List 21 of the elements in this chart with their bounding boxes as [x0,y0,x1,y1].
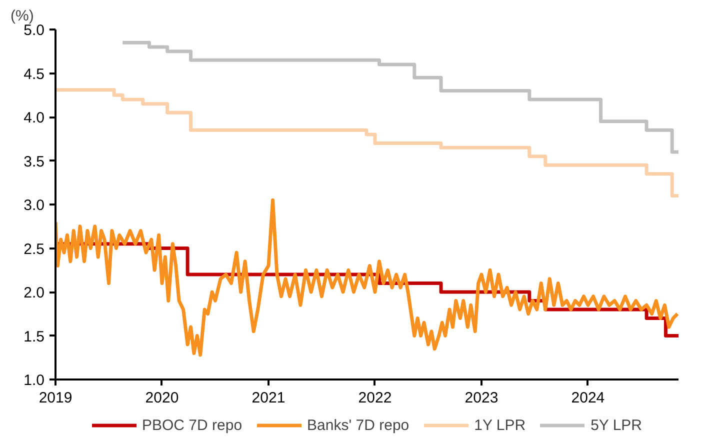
y-tick-label: 3.0 [24,197,45,214]
y-tick-label: 5.0 [24,22,45,39]
x-tick-label: 2019 [38,390,72,406]
line-series [56,198,678,357]
legend-label: 1Y LPR [474,416,526,434]
x-tick-label: 2020 [145,390,179,406]
y-tick-label: 2.5 [24,240,45,258]
y-tick-label: 4.5 [24,66,45,83]
y-tick-label: 3.5 [24,153,45,170]
legend-label: Banks' 7D repo [307,416,410,434]
x-tick-label: 2023 [464,390,498,406]
x-tick-label: 2021 [252,390,286,406]
y-tick-label: 1.0 [24,372,45,389]
y-tick-label: 2.0 [24,284,45,302]
legend-label: PBOC 7D repo [142,416,242,434]
y-axis-title: (%) [10,8,34,24]
x-tick-label: 2022 [358,390,392,406]
x-tick-label: 2024 [571,390,605,406]
y-tick-label: 4.0 [24,110,45,126]
y-tick-label: 1.5 [24,328,45,346]
legend-label: 5Y LPR [590,416,642,434]
